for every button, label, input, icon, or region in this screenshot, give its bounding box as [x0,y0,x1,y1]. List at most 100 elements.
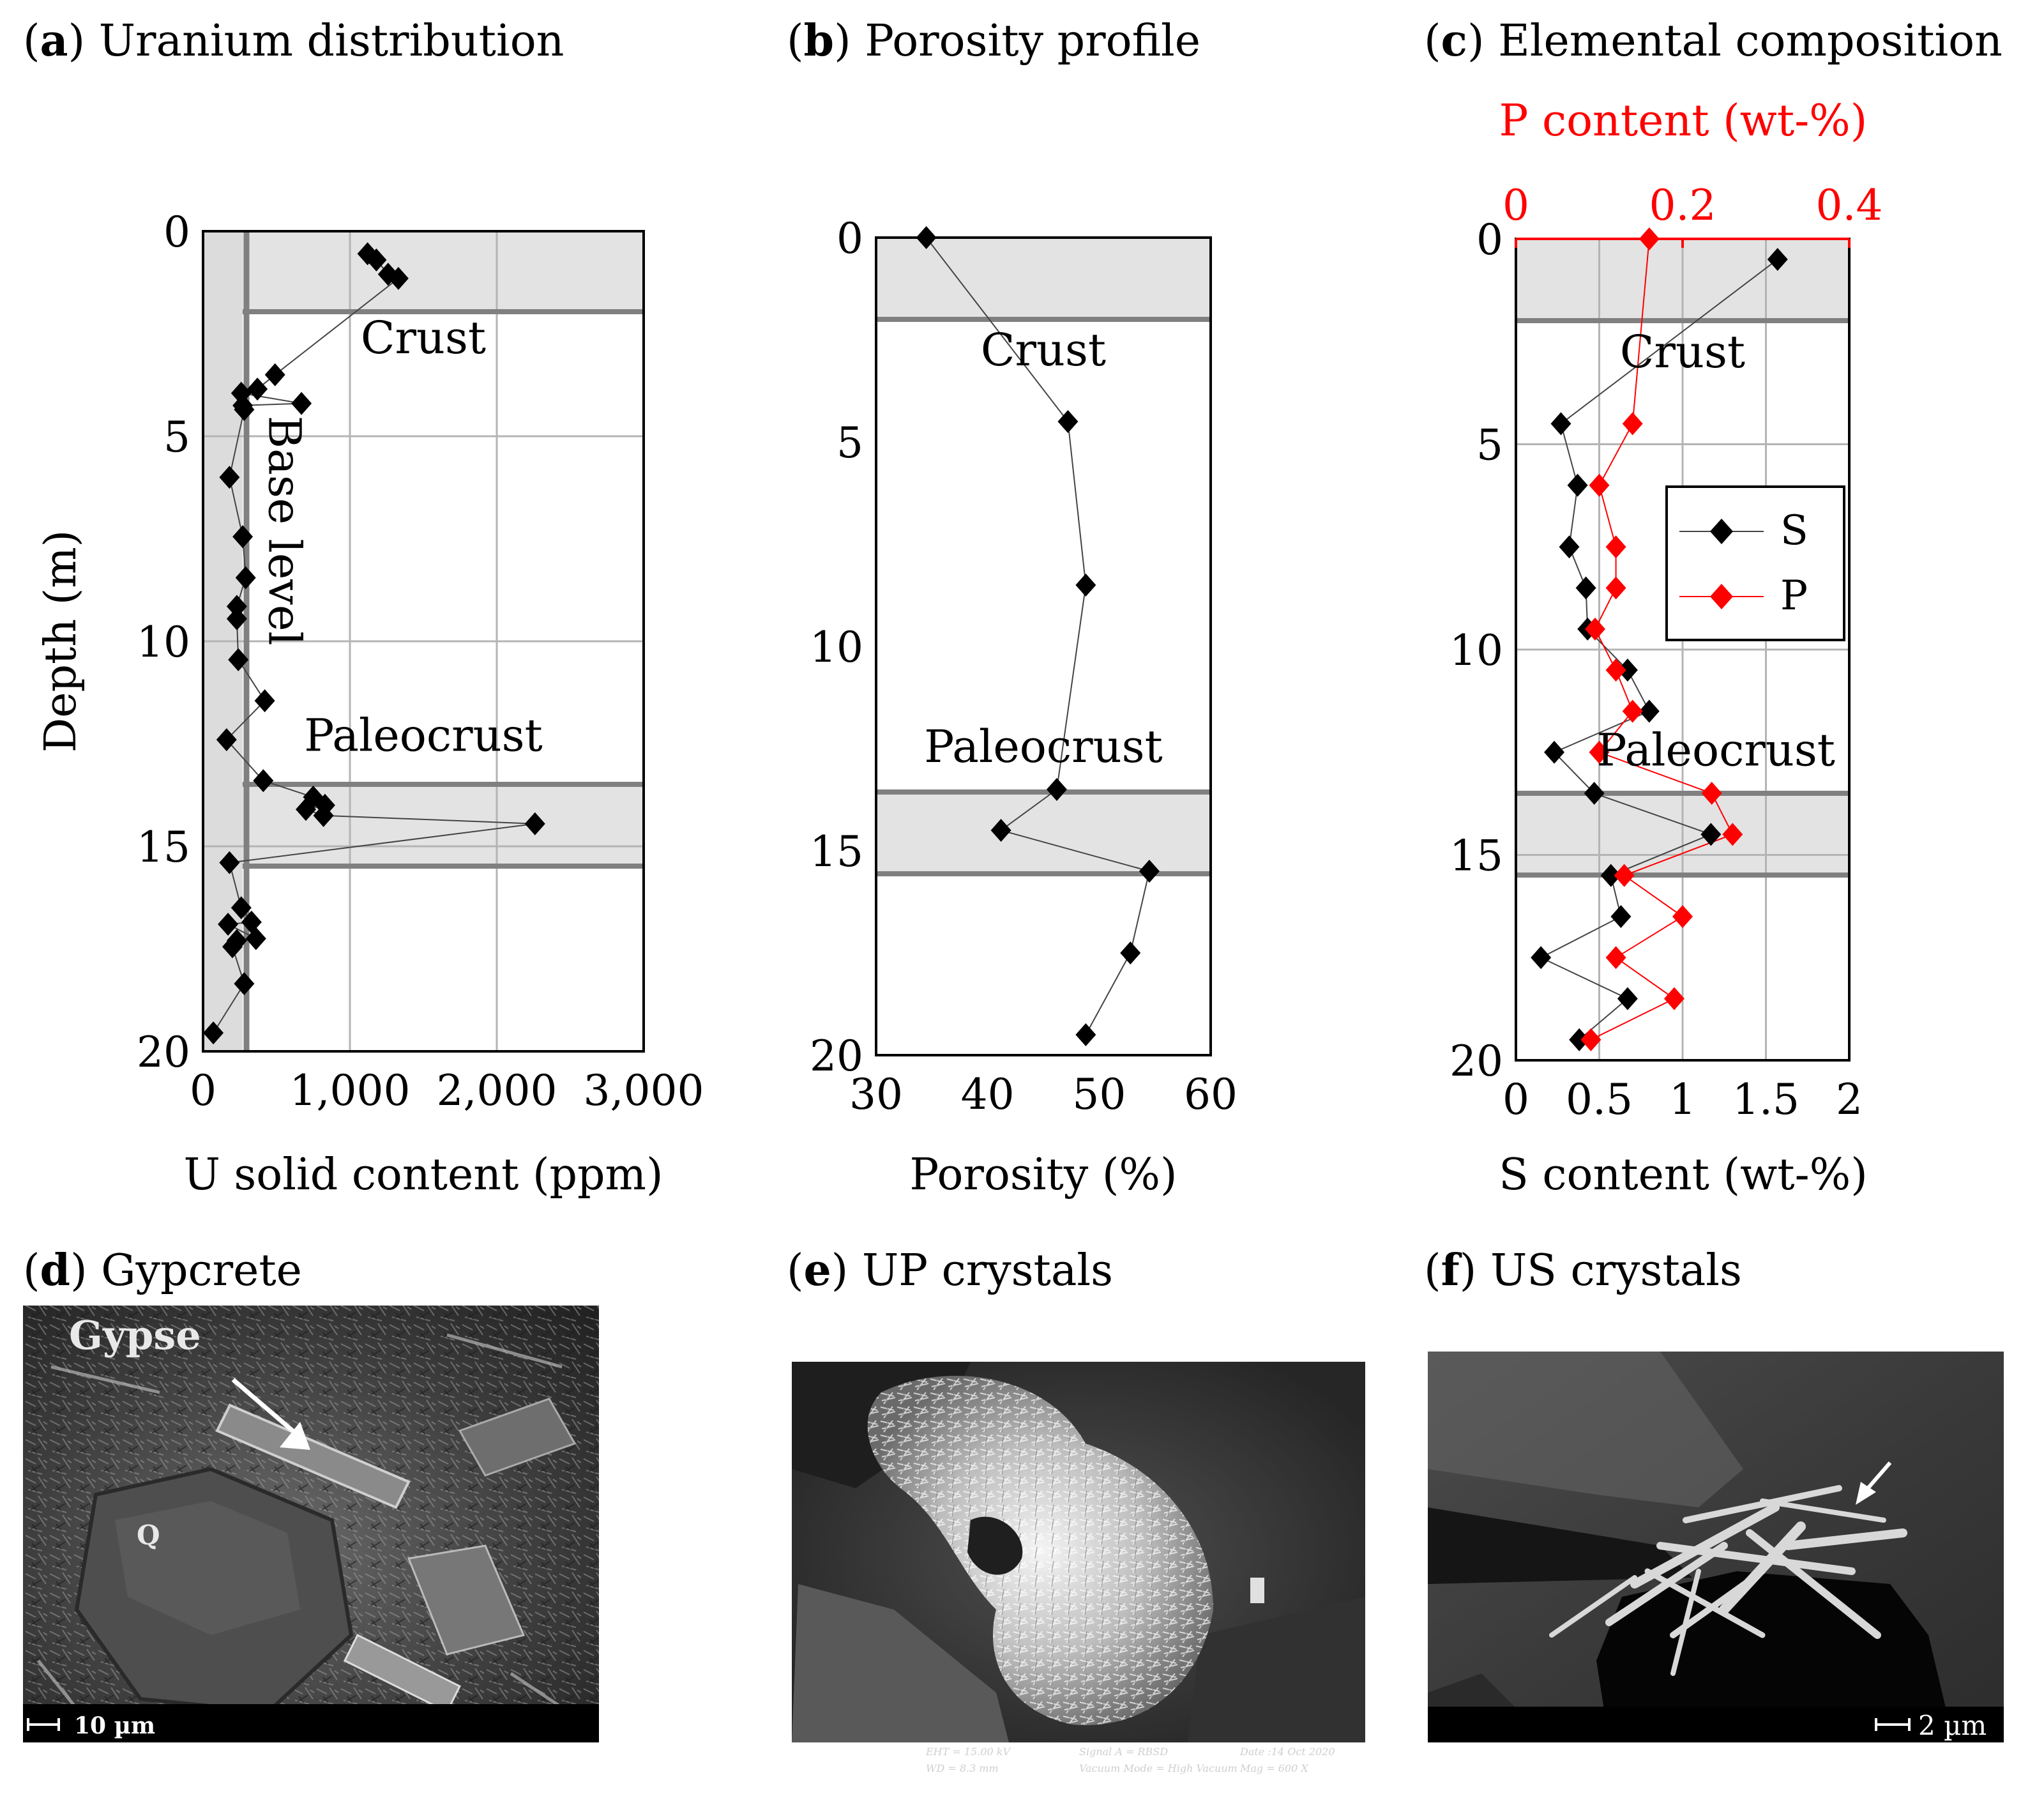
panel-b-paleocrust-zone [876,792,1211,874]
data-point [1639,227,1660,250]
y-tick-label: 0 [1476,215,1503,264]
gypse-arrow-head-icon [280,1422,310,1450]
data-point [1559,535,1580,559]
y-tick-label: 20 [137,1028,190,1077]
data-point [1617,987,1638,1010]
x-tick-label: 2 [1836,1075,1863,1124]
panel-b: (b) Porosity profile Crust Paleocrust 30 4… [787,15,1238,1200]
us-crystal-needles [1549,1485,1907,1676]
panel-d-title: (d) Gypcrete [23,1245,302,1296]
data-point [1600,864,1621,887]
data-point [1584,782,1605,805]
panel-c-p-series-line [1590,238,1734,1040]
top-x-tick-label: 0 [1503,181,1529,230]
data-point [291,392,312,415]
data-point [1544,740,1565,764]
legend-s-label: S [1780,507,1808,554]
panel-e-letter: e [804,1245,831,1296]
panel-e-scale-label: 10 µm [801,1741,882,1767]
panel-d-title-text: Gypcrete [101,1246,302,1296]
y-tick-label: 5 [163,413,190,462]
data-point [1569,1028,1590,1051]
info-eht: EHT = 15.00 kV [925,1746,1011,1758]
panel-c-title: (c) Elemental composition [1424,15,2002,66]
data-point [1663,987,1684,1010]
panel-e-title: (e) UP crystals [787,1245,1113,1296]
data-point [524,812,545,835]
data-point [1589,740,1610,764]
panel-a-title-text: Uranium distribution [99,16,564,66]
legend-box [1665,485,1845,641]
panel-a-frame [202,230,645,1053]
panel-d-scale-bar: 10 µm [27,1712,155,1739]
panel-e-title-text: UP crystals [862,1246,1113,1296]
x-tick-label: 40 [961,1070,1015,1119]
data-point [1550,412,1571,436]
data-point [1722,823,1743,846]
y-tick-label: 5 [1476,421,1503,470]
x-tick-label: 30 [849,1070,903,1119]
x-tick-label: 1.5 [1732,1075,1799,1124]
x-tick-label: 50 [1072,1070,1126,1119]
panel-c-x-tick-labels: 0 0.5 1 1.5 2 [1503,1075,1863,1124]
panel-b-frame [875,236,1212,1056]
panel-b-zone-labels: Crust Paleocrust [924,324,1162,773]
panel-a-x-axis-label: U solid content (ppm) [183,1150,663,1200]
panel-c-p-markers [1580,227,1743,1051]
panel-c-s-markers [1531,248,1788,1051]
data-point [1605,659,1626,682]
info-signal: Signal A = RBSD [1079,1746,1168,1758]
panel-f: (f) US crystals [1424,1245,2004,1742]
data-point [1531,946,1552,970]
legend-p-label: P [1780,572,1808,620]
zone-label: Crust [981,324,1106,376]
panel-c-y-tick-labels: 0 5 10 15 20 [1450,215,1503,1086]
gypcrete-micrograph: Gypse Q 10 µm [23,1306,599,1742]
legend-s-marker [1710,519,1733,544]
panel-a-zone-labels: Crust Paleocrust Base level [259,312,543,762]
y-tick-label: 15 [810,827,863,876]
data-point [247,377,268,401]
data-point [226,607,247,630]
panel-b-series-line [925,237,1151,1035]
quartz-annotation: Q [137,1520,160,1551]
y-tick-label: 5 [837,418,863,468]
data-point [1605,535,1626,559]
panel-d-letter: d [40,1245,71,1296]
gypsum-crystal [215,1403,411,1509]
panel-c-top-tick-labels: 0 0.2 0.4 [1503,181,1882,230]
panel-c-top-axis-ticks [1515,239,1851,248]
zone-label: Paleocrust [1596,724,1835,777]
data-point [234,398,255,422]
panel-f-title-text: US crystals [1490,1246,1742,1296]
top-x-tick-label: 0.4 [1816,181,1883,230]
info-mag: Mag = 600 X [1239,1762,1308,1774]
data-point [222,935,243,959]
panel-b-y-tick-labels: 0 5 10 15 20 [810,214,863,1081]
x-tick-label: 1 [1669,1075,1696,1124]
us-arrow-head-icon [1856,1482,1876,1505]
x-tick-label: 0 [1503,1075,1529,1124]
us-crystals-micrograph: 2 µm [1428,1352,2004,1742]
panel-e-scale-bar: 10 µm [801,1741,882,1776]
panel-b-markers [916,226,1160,1046]
panel-a: (a) Uranium distribution Crust Paleocrust… [23,15,704,1200]
data-point [1584,617,1605,641]
data-point [232,525,254,549]
panel-d-scale-label: 10 µm [74,1712,155,1739]
data-point [231,896,252,920]
panel-a-gridlines [203,231,644,1051]
y-tick-label: 10 [1450,626,1503,675]
gypse-arrow-icon [231,1378,302,1439]
panel-c-x-axis-label: S content (wt-%) [1499,1150,1868,1200]
panel-b-letter: b [804,15,835,66]
data-point [254,689,275,713]
data-point [1622,412,1643,436]
data-point [226,595,247,618]
panel-b-crust-zone [876,238,1211,319]
panel-d: (d) Gypcrete Gypse Q 10 µm [23,1245,599,1742]
data-point [366,248,387,271]
panel-e: (e) UP crystals 10 µm EHT = 15.00 kV WD … [787,1245,1365,1776]
data-point [1139,860,1160,883]
